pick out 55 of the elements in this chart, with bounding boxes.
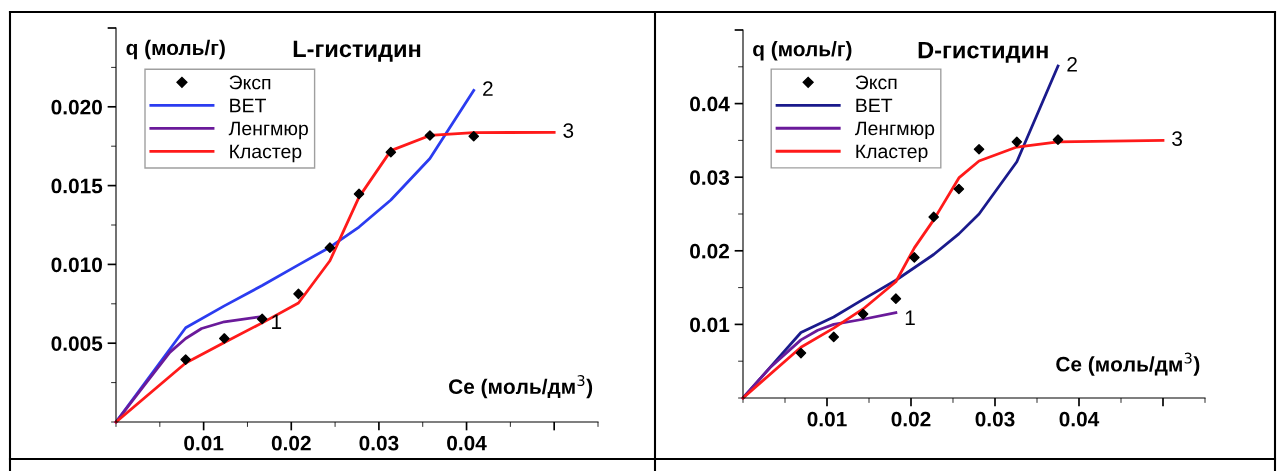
x-tick-label: 0.01 [807,411,847,427]
point [828,331,840,343]
y-tick-label: 0.04 [690,96,730,112]
x-axis-title: Ce (моль/дм$^{3}$) [1056,352,1200,376]
legend-label: Кластер [230,144,302,163]
point [795,347,807,359]
x-tick-label: 0.03 [359,435,399,451]
point [857,308,869,320]
chart-title: L-гистидин [293,40,421,62]
point [324,242,336,253]
chart-title: D-гистидин [918,41,1048,63]
x-axis-title: Ce (моль/дм$^{3}$) [449,375,593,399]
y-axis-title: q (моль/г) [753,41,852,61]
legend-label: BET [856,98,893,113]
y-tick-label: 0.015 [51,178,103,194]
annotation: 1 [905,310,915,325]
y-tick-label: 0.01 [690,317,730,333]
point [256,313,268,325]
y-tick-label: 0.02 [690,243,729,259]
legend-label: Ленгмюр [228,121,308,140]
x-tick-label: 0.01 [184,435,224,451]
y-axis-title: q (моль/г) [126,39,225,60]
x-tick-label: 0.02 [891,411,931,427]
point [385,146,397,158]
point [890,293,902,304]
point [180,354,191,365]
point [293,288,304,300]
point [219,333,230,344]
point [1052,134,1064,145]
legend-label: Ленгмюр [854,121,935,140]
point [353,188,365,200]
point [928,211,939,223]
annotation: 1 [272,314,282,329]
point [1011,136,1023,148]
annotation: 3 [1172,131,1182,146]
point [468,130,480,142]
legend-label: Кластер [856,144,928,163]
point [909,252,920,263]
annotation: 2 [1067,56,1077,72]
legend-label: Эксп [855,75,897,90]
annotation: 2 [483,81,493,96]
y-tick-label: 0.010 [51,257,102,273]
x-tick-label: 0.03 [975,411,1015,427]
y-tick-label: 0.005 [51,336,103,351]
x-tick-label: 0.04 [1059,411,1100,427]
y-tick-label: 0.03 [690,170,730,185]
y-tick-label: 0.020 [51,99,102,115]
x-tick-label: 0.02 [271,435,311,451]
point [953,183,965,195]
legend-label: BET [230,98,266,113]
point [973,143,985,155]
point [424,130,436,141]
x-tick-label: 0.04 [447,435,487,451]
legend-label: Эксп [229,75,271,90]
annotation: 3 [563,123,574,138]
